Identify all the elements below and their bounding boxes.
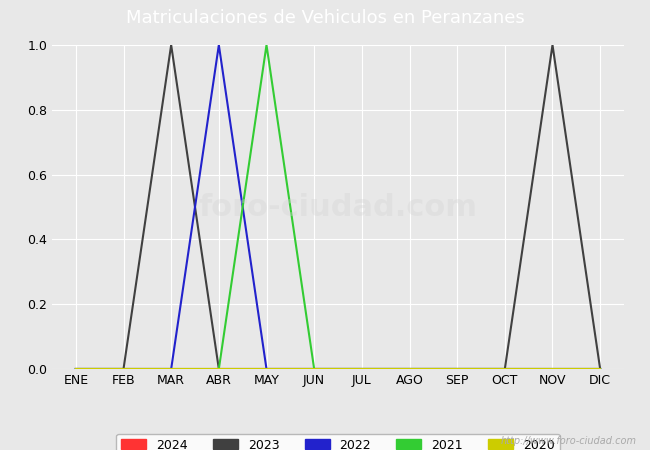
2024: [167, 366, 175, 372]
2020: [263, 366, 270, 372]
Line: 2021: 2021: [76, 45, 600, 369]
2024: [549, 366, 556, 372]
Line: 2023: 2023: [76, 45, 600, 369]
2024: [72, 366, 80, 372]
2024: [120, 366, 127, 372]
2020: [215, 366, 223, 372]
2021: [310, 366, 318, 372]
2024: [453, 366, 461, 372]
2024: [596, 366, 604, 372]
2022: [72, 366, 80, 372]
2022: [310, 366, 318, 372]
2023: [263, 366, 270, 372]
2024: [215, 366, 223, 372]
2021: [358, 366, 366, 372]
2024: [310, 366, 318, 372]
Legend: 2024, 2023, 2022, 2021, 2020: 2024, 2023, 2022, 2021, 2020: [116, 433, 560, 450]
2021: [72, 366, 80, 372]
2023: [72, 366, 80, 372]
2020: [120, 366, 127, 372]
2024: [406, 366, 413, 372]
Line: 2022: 2022: [76, 45, 600, 369]
2021: [549, 366, 556, 372]
2022: [120, 366, 127, 372]
2022: [596, 366, 604, 372]
2022: [167, 366, 175, 372]
2023: [596, 366, 604, 372]
2020: [358, 366, 366, 372]
2020: [167, 366, 175, 372]
2021: [215, 366, 223, 372]
2023: [310, 366, 318, 372]
2023: [453, 366, 461, 372]
2024: [501, 366, 509, 372]
2022: [501, 366, 509, 372]
2021: [406, 366, 413, 372]
2023: [120, 366, 127, 372]
2021: [263, 42, 270, 48]
2023: [501, 366, 509, 372]
2022: [263, 366, 270, 372]
2020: [549, 366, 556, 372]
2023: [549, 42, 556, 48]
2022: [453, 366, 461, 372]
2021: [120, 366, 127, 372]
2022: [406, 366, 413, 372]
2020: [406, 366, 413, 372]
2022: [215, 42, 223, 48]
2022: [358, 366, 366, 372]
2022: [549, 366, 556, 372]
2021: [453, 366, 461, 372]
2021: [167, 366, 175, 372]
2024: [358, 366, 366, 372]
2023: [215, 366, 223, 372]
2020: [596, 366, 604, 372]
2020: [310, 366, 318, 372]
2023: [358, 366, 366, 372]
2020: [453, 366, 461, 372]
2024: [263, 366, 270, 372]
Text: http://www.foro-ciudad.com: http://www.foro-ciudad.com: [501, 436, 637, 446]
2021: [596, 366, 604, 372]
2023: [167, 42, 175, 48]
Text: foro-ciudad.com: foro-ciudad.com: [198, 193, 478, 221]
2020: [501, 366, 509, 372]
2021: [501, 366, 509, 372]
2020: [72, 366, 80, 372]
2023: [406, 366, 413, 372]
Text: Matriculaciones de Vehiculos en Peranzanes: Matriculaciones de Vehiculos en Peranzan…: [125, 9, 525, 27]
